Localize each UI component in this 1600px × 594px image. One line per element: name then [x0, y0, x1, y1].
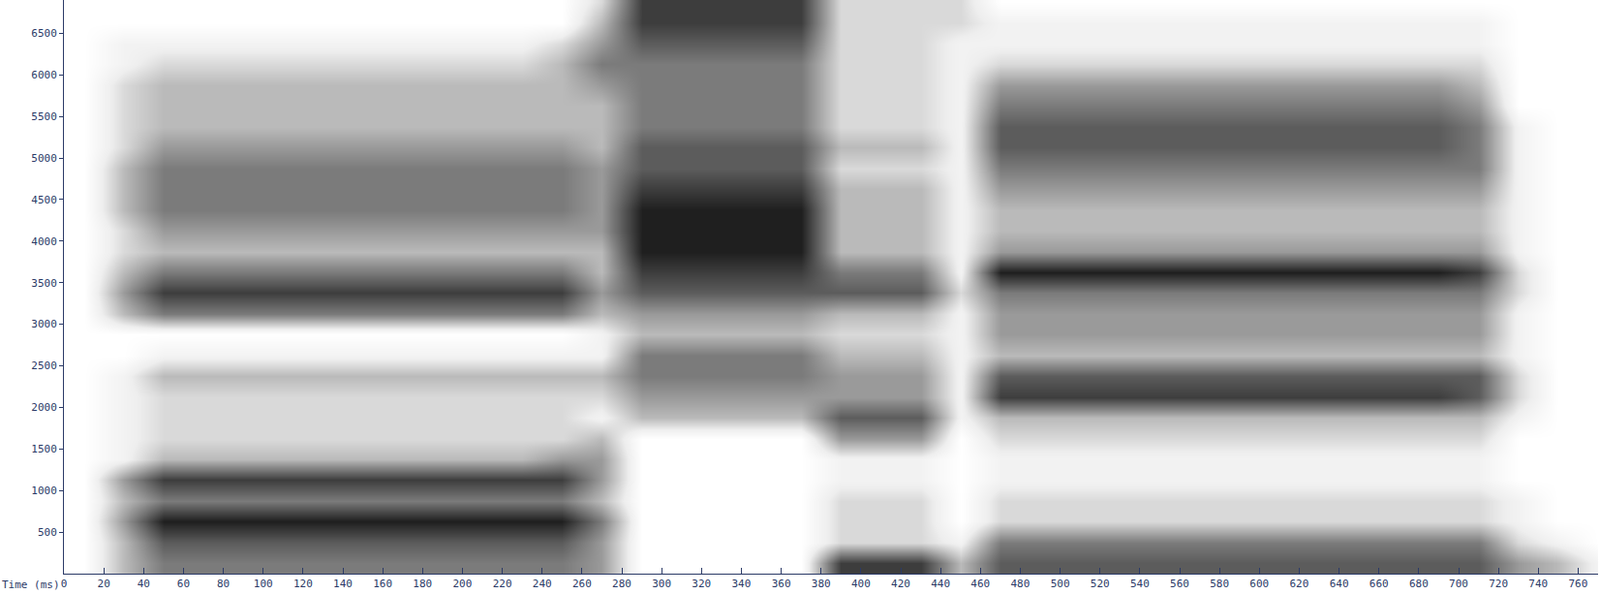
svg-text:0: 0 [61, 577, 68, 590]
svg-text:Time (ms): Time (ms) [1, 578, 61, 591]
svg-text:5000: 5000 [30, 152, 58, 165]
svg-text:1500: 1500 [30, 442, 58, 456]
svg-text:2000: 2000 [30, 400, 58, 414]
svg-text:540: 540 [1130, 577, 1150, 590]
svg-text:60: 60 [177, 577, 190, 590]
svg-text:380: 380 [811, 577, 831, 590]
svg-text:3500: 3500 [30, 276, 58, 290]
svg-text:20: 20 [97, 577, 111, 590]
svg-text:100: 100 [253, 577, 274, 590]
svg-text:660: 660 [1369, 577, 1389, 590]
svg-text:740: 740 [1528, 577, 1548, 590]
svg-text:620: 620 [1289, 577, 1309, 590]
svg-text:460: 460 [970, 577, 990, 590]
svg-text:6500: 6500 [30, 27, 58, 40]
svg-text:700: 700 [1448, 577, 1469, 590]
svg-text:180: 180 [412, 577, 432, 590]
svg-text:440: 440 [930, 577, 951, 590]
svg-text:520: 520 [1090, 577, 1110, 590]
svg-text:1000: 1000 [30, 484, 58, 497]
svg-text:500: 500 [37, 525, 58, 539]
svg-text:120: 120 [293, 577, 313, 590]
svg-text:4000: 4000 [30, 235, 58, 248]
svg-text:500: 500 [1050, 577, 1071, 590]
svg-text:160: 160 [372, 577, 393, 590]
svg-text:3000: 3000 [30, 317, 58, 331]
svg-text:80: 80 [216, 577, 230, 590]
svg-text:560: 560 [1169, 577, 1190, 590]
svg-text:240: 240 [532, 577, 553, 590]
svg-text:280: 280 [612, 577, 632, 590]
svg-text:2500: 2500 [30, 359, 58, 372]
svg-text:680: 680 [1409, 577, 1429, 590]
svg-text:6000: 6000 [30, 68, 58, 82]
svg-text:760: 760 [1568, 577, 1588, 590]
svg-text:400: 400 [851, 577, 871, 590]
svg-text:360: 360 [771, 577, 792, 590]
svg-text:40: 40 [137, 577, 151, 590]
svg-text:580: 580 [1209, 577, 1230, 590]
svg-text:720: 720 [1488, 577, 1508, 590]
svg-text:140: 140 [333, 577, 353, 590]
svg-text:220: 220 [492, 577, 513, 590]
svg-text:320: 320 [691, 577, 711, 590]
svg-text:420: 420 [891, 577, 911, 590]
svg-text:340: 340 [731, 577, 751, 590]
svg-text:300: 300 [651, 577, 672, 590]
svg-text:600: 600 [1249, 577, 1269, 590]
svg-text:480: 480 [1010, 577, 1030, 590]
svg-text:260: 260 [572, 577, 592, 590]
svg-text:640: 640 [1329, 577, 1350, 590]
svg-text:4500: 4500 [30, 193, 58, 207]
svg-text:200: 200 [452, 577, 472, 590]
svg-text:5500: 5500 [30, 110, 58, 124]
